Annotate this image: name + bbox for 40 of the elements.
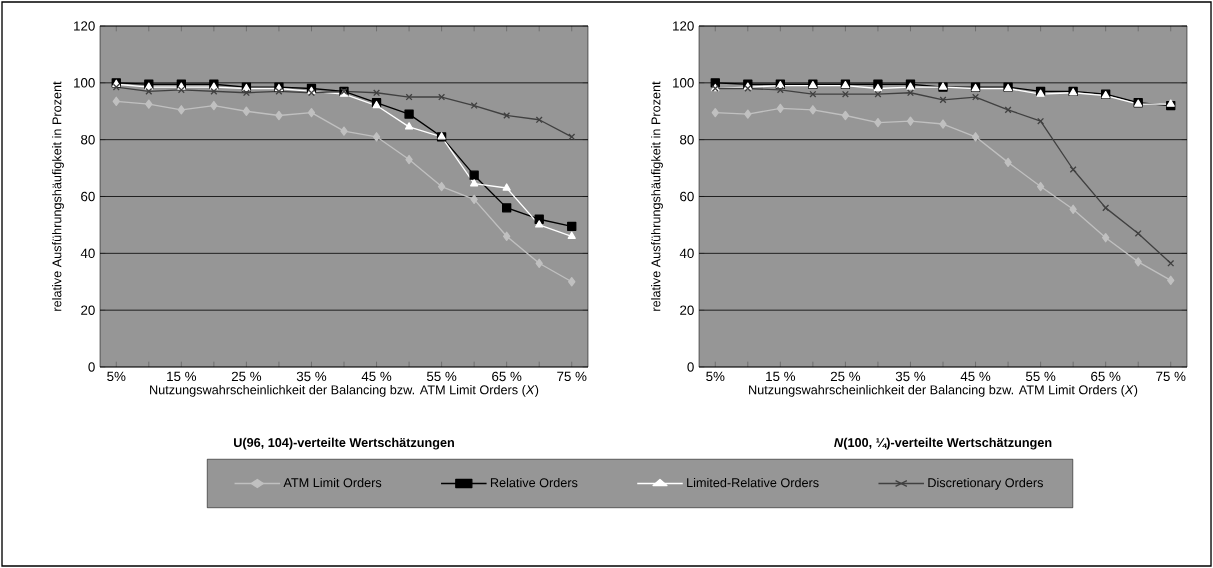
- x-axis-title: Nutzungswahrscheinlichkeit der Balancing bzw. ATM Limit Orders (X): [749, 384, 1138, 397]
- y-tick-label: 40: [80, 248, 95, 259]
- y-tick-label: 80: [81, 134, 95, 145]
- y-tick-label: 20: [680, 305, 694, 315]
- text: U(96, 104)-verteilte Wertschätzungen: [234, 437, 454, 450]
- x-tick-label: 55 %: [426, 371, 457, 382]
- x-tick-label: 5%: [107, 371, 126, 382]
- x-tick-label: 65 %: [492, 371, 522, 382]
- y-tick-label: 100: [673, 78, 694, 88]
- x-tick-label: 35 %: [296, 371, 327, 382]
- legend-label: Discretionary Orders: [928, 477, 1043, 490]
- y-tick-label: 100: [74, 78, 95, 88]
- x-tick-label: 45 %: [361, 371, 392, 382]
- y-tick-label: 40: [679, 248, 694, 259]
- y-tick-label: 20: [81, 305, 95, 315]
- x-tick-label: 15 %: [167, 371, 197, 382]
- legend-label: Limited-Relative Orders: [687, 477, 819, 488]
- legend-label: Relative Orders: [490, 477, 578, 488]
- x-tick-label: 45 %: [960, 371, 991, 382]
- y-tick-label: 60: [680, 191, 694, 202]
- y-tick-label: 120: [673, 21, 694, 31]
- y-tick-label: 0: [88, 362, 95, 372]
- x-tick-label: 65 %: [1091, 371, 1121, 382]
- y-axis-title: relative Ausführungshäufigkeit in Prozent: [651, 81, 663, 311]
- x-axis-title: Nutzungswahrscheinlichkeit der Balancing bzw. ATM Limit Orders (X): [150, 384, 539, 397]
- legend-label: ATM Limit Orders: [283, 477, 382, 488]
- text: N(100, ¼)-verteilte Wertschätzungen: [834, 437, 1052, 450]
- x-tick-label: 25 %: [830, 371, 861, 382]
- x-tick-label: 55 %: [1025, 371, 1056, 382]
- x-tick-label: 35 %: [895, 371, 926, 382]
- y-tick-label: 120: [74, 21, 95, 31]
- y-axis-title: relative Ausführungshäufigkeit in Prozent: [52, 81, 64, 311]
- x-tick-label: 5%: [706, 371, 725, 382]
- y-tick-label: 0: [687, 362, 694, 372]
- x-tick-label: 75 %: [1156, 371, 1186, 382]
- y-tick-label: 80: [680, 134, 694, 145]
- x-tick-label: 15 %: [766, 371, 796, 382]
- x-tick-label: 25 %: [231, 371, 262, 382]
- x-tick-label: 75 %: [557, 371, 587, 382]
- y-tick-label: 60: [81, 191, 95, 202]
